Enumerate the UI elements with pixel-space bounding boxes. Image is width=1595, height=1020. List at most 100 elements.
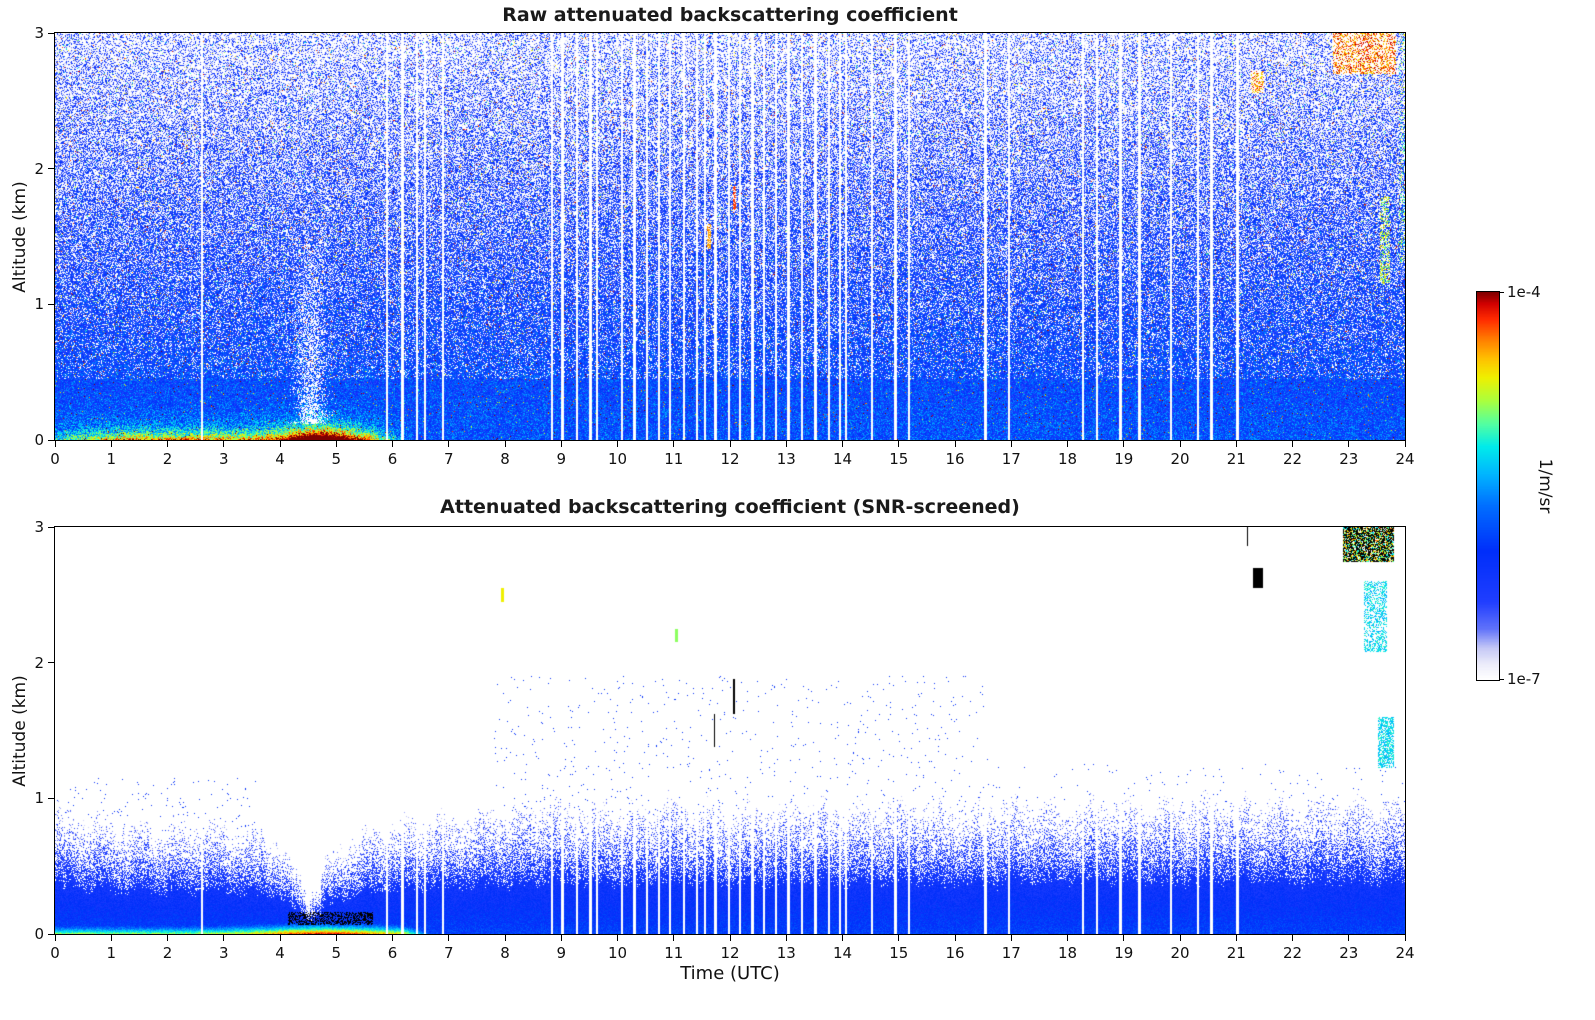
x-tick-label: 7: [443, 450, 454, 468]
x-tick-label: 3: [218, 944, 229, 962]
colorbar-min-label: 1e-7: [1507, 670, 1541, 688]
x-tick: [1010, 935, 1012, 941]
colorbar-tick: [1499, 292, 1504, 293]
x-tick: [1067, 441, 1068, 447]
x-tick: [954, 441, 956, 447]
x-tick: [1179, 935, 1181, 941]
y-tick: [48, 933, 54, 935]
x-tick: [1348, 935, 1350, 941]
x-tick-label: 11: [664, 450, 684, 468]
x-tick: [617, 935, 618, 941]
x-tick: [560, 441, 562, 447]
x-tick: [167, 441, 168, 447]
x-tick-label: 21: [1226, 944, 1246, 962]
x-tick: [954, 935, 956, 941]
x-tick-label: 22: [1282, 944, 1303, 962]
x-tick: [673, 441, 675, 447]
x-tick-label: 5: [331, 450, 342, 468]
x-tick-label: 7: [443, 944, 454, 962]
y-tick: [48, 168, 54, 170]
x-tick-label: 0: [50, 944, 60, 962]
x-tick: [335, 935, 337, 941]
y-tick-label: 1: [34, 789, 44, 808]
x-tick: [729, 935, 731, 941]
x-tick: [898, 935, 900, 941]
x-tick-label: 23: [1339, 944, 1359, 962]
y-tick-label: 2: [34, 159, 44, 178]
x-tick: [898, 441, 900, 447]
x-tick-label: 9: [556, 450, 567, 468]
x-tick-label: 9: [556, 944, 567, 962]
x-tick: [167, 935, 168, 941]
x-tick: [1179, 441, 1181, 447]
x-tick: [392, 441, 393, 447]
x-tick-label: 23: [1339, 450, 1359, 468]
x-tick-label: 12: [720, 450, 740, 468]
x-tick-label: 19: [1114, 450, 1134, 468]
x-tick-label: 19: [1114, 944, 1134, 962]
chart-title-raw: Raw attenuated backscattering coefficien…: [502, 4, 958, 26]
x-tick: [1010, 441, 1012, 447]
x-tick-label: 15: [889, 944, 909, 962]
x-tick-label: 5: [331, 944, 342, 962]
y-tick-label: 1: [34, 295, 44, 314]
x-tick-label: 20: [1170, 450, 1190, 468]
x-tick: [1292, 441, 1293, 447]
x-tick-label: 2: [162, 450, 173, 468]
x-tick-label: 11: [664, 944, 684, 962]
y-tick-label: 3: [34, 518, 44, 536]
x-tick: [223, 441, 225, 447]
x-tick-label: 14: [832, 944, 853, 962]
y-tick: [48, 303, 54, 305]
x-tick: [448, 441, 450, 447]
y-tick-label: 0: [34, 925, 44, 943]
x-tick-label: 20: [1170, 944, 1190, 962]
x-tick-label: 15: [889, 450, 909, 468]
x-tick: [1404, 935, 1406, 941]
x-tick-label: 13: [776, 450, 796, 468]
x-tick-label: 22: [1282, 450, 1303, 468]
x-tick: [335, 441, 337, 447]
x-tick-label: 16: [945, 450, 965, 468]
heatmap-canvas-screened: [55, 527, 1405, 934]
colorbar-tick: [1499, 679, 1504, 680]
x-tick-label: 4: [275, 944, 285, 962]
y-tick: [48, 32, 54, 34]
x-tick: [785, 441, 787, 447]
x-tick-label: 18: [1057, 450, 1078, 468]
y-tick: [48, 662, 54, 664]
x-tick-label: 21: [1226, 450, 1246, 468]
x-tick: [785, 935, 787, 941]
x-tick-label: 17: [1001, 944, 1021, 962]
x-axis-label: Time (UTC): [680, 963, 780, 984]
x-tick-label: 1: [106, 944, 117, 962]
colorbar-canvas: [1477, 292, 1499, 680]
x-tick: [504, 935, 506, 941]
x-tick-label: 6: [387, 450, 398, 468]
y-tick: [48, 439, 54, 441]
y-tick-label: 3: [34, 24, 44, 42]
x-tick-label: 8: [500, 450, 510, 468]
x-tick: [617, 441, 618, 447]
x-tick-label: 1: [106, 450, 117, 468]
colorbar: [1476, 291, 1500, 681]
x-tick: [504, 441, 506, 447]
x-tick-label: 14: [832, 450, 853, 468]
colorbar-max-label: 1e-4: [1507, 283, 1541, 301]
x-tick: [54, 441, 56, 447]
x-tick: [1123, 441, 1125, 447]
x-tick: [279, 935, 281, 941]
heatmap-canvas-raw: [55, 33, 1405, 440]
x-tick: [223, 935, 225, 941]
x-tick: [560, 935, 562, 941]
x-tick: [54, 935, 56, 941]
y-tick-label: 0: [34, 431, 44, 449]
x-tick-label: 2: [162, 944, 173, 962]
x-tick-label: 13: [776, 944, 796, 962]
x-tick: [110, 441, 112, 447]
x-tick-label: 24: [1395, 450, 1415, 468]
x-tick-label: 8: [500, 944, 510, 962]
x-tick: [1292, 935, 1293, 941]
x-tick: [1404, 441, 1406, 447]
x-tick: [392, 935, 393, 941]
